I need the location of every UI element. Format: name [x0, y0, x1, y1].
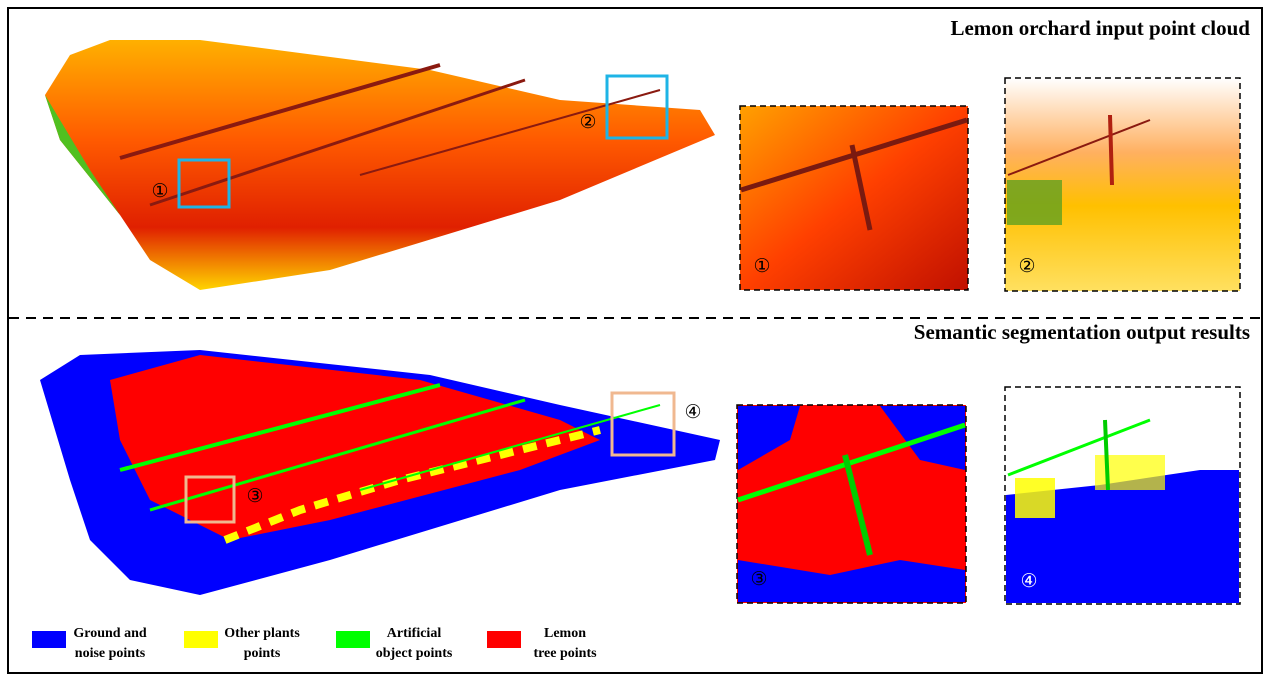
legend-label: Other plants	[224, 626, 300, 641]
zoom-box	[610, 391, 676, 457]
legend-swatch	[32, 631, 66, 648]
wire	[359, 404, 661, 491]
point-cloud: ① ②	[45, 40, 715, 290]
ground-points	[738, 560, 965, 602]
plants	[1007, 180, 1062, 225]
marker: ③	[750, 568, 767, 590]
legend-label: object points	[376, 646, 453, 661]
legend-label: tree points	[533, 646, 597, 661]
legend-label: Lemon	[544, 626, 586, 641]
wire	[119, 63, 441, 160]
zoom-inset: ①	[739, 105, 969, 291]
legend-label: points	[244, 646, 281, 661]
zoom-inset: ②	[1004, 77, 1241, 292]
ground-points	[1006, 470, 1239, 603]
pole	[849, 144, 873, 231]
wire	[737, 422, 966, 503]
marker: ③	[246, 485, 263, 507]
legend-label: Ground and	[73, 626, 146, 641]
legend-label: noise points	[75, 646, 146, 661]
wire	[1007, 119, 1151, 176]
legend-swatch	[184, 631, 218, 648]
other-plants	[1015, 478, 1055, 518]
pole	[1103, 419, 1110, 491]
pole	[1108, 114, 1114, 186]
marker: ④	[1020, 570, 1037, 592]
marker: ②	[579, 111, 596, 133]
wire	[149, 78, 526, 207]
marker: ④	[684, 401, 701, 423]
legend-swatch	[487, 631, 521, 648]
orchard-cloud	[45, 40, 715, 290]
segmented-cloud: ③ ④	[40, 350, 720, 595]
wire	[1007, 418, 1151, 477]
ground-points	[738, 406, 800, 470]
inset-image	[739, 105, 969, 291]
wire	[119, 383, 441, 472]
panel-title: Semantic segmentation output results	[914, 320, 1250, 344]
marker: ①	[151, 180, 168, 202]
marker: ②	[1018, 255, 1035, 277]
wire	[149, 398, 526, 512]
zoom-inset: ③	[736, 404, 967, 604]
pole	[842, 454, 873, 556]
legend-label: Artificial	[387, 626, 442, 641]
zoom-box	[184, 475, 236, 524]
zoom-box	[177, 158, 231, 209]
marker: ①	[753, 255, 770, 277]
legend: Ground and noise points Other plants points…	[32, 626, 597, 661]
zoom-inset: ④	[1004, 386, 1241, 605]
other-plants	[223, 426, 601, 544]
panel-title: Lemon orchard input point cloud	[950, 16, 1250, 40]
zoom-box	[605, 74, 669, 140]
outer-border	[7, 7, 1263, 674]
wire	[359, 89, 661, 176]
legend-swatch	[336, 631, 370, 648]
